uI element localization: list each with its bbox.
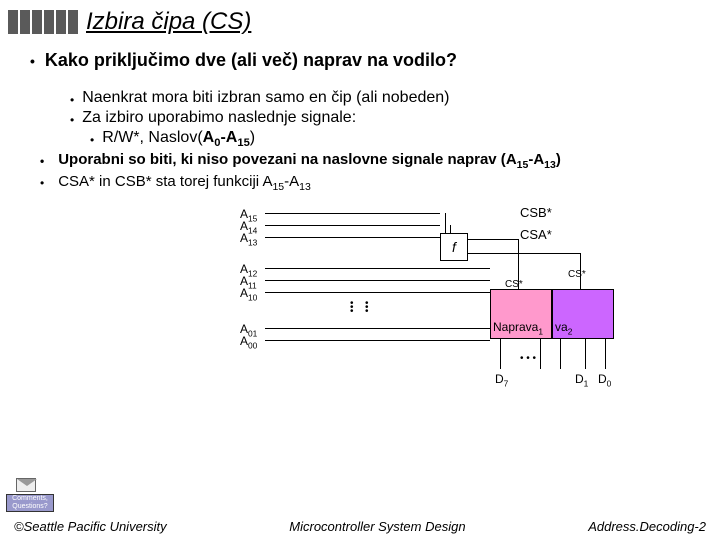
footer-left: ©Seattle Pacific University	[14, 519, 167, 534]
note-1: • Uporabni so biti, ki niso povezani na …	[40, 151, 700, 171]
note2-text: CSA* in CSB* sta torej funkciji A15-A13	[58, 173, 311, 193]
footer: ©Seattle Pacific University Microcontrol…	[0, 519, 720, 534]
sub-bullet-3: • R/W*, Naslov(A0-A15)	[90, 129, 700, 149]
d1: D1	[575, 372, 588, 388]
sub3-text: R/W*, Naslov(A0-A15)	[102, 129, 255, 149]
main-bullet: • Kako priključimo dve (ali več) naprav …	[30, 50, 700, 71]
main-bullet-text: Kako priključimo dve (ali več) naprav na…	[45, 50, 457, 71]
sub2-text: Za izbiro uporabimo naslednje signale:	[82, 109, 356, 127]
dots-d: • • •	[520, 357, 536, 361]
note1-text: Uporabni so biti, ki niso povezani na na…	[58, 151, 561, 171]
footer-center: Microcontroller System Design	[289, 519, 465, 534]
f-box: f	[440, 233, 468, 261]
note-2: • CSA* in CSB* sta torej funkciji A15-A1…	[40, 173, 700, 193]
comments-button[interactable]: Comments, Questions?	[6, 494, 54, 512]
header-decoration	[8, 10, 78, 34]
dots-2: •••	[365, 302, 369, 314]
d7: D7	[495, 372, 508, 388]
device-1: Naprava1	[490, 289, 552, 339]
mail-icon[interactable]	[16, 478, 36, 492]
footer-right: Address.Decoding-2	[588, 519, 706, 534]
cs-small-2: CS*	[568, 269, 586, 280]
d0: D0	[598, 372, 611, 388]
slide-title: Izbira čipa (CS)	[86, 8, 251, 36]
csa-label: CSA*	[520, 227, 552, 242]
dots-1: •••	[350, 302, 354, 314]
addr-a10: A10	[240, 286, 257, 302]
addr-a00: A00	[240, 334, 257, 350]
device-2: va2	[552, 289, 614, 339]
sub1-text: Naenkrat mora biti izbran samo en čip (a…	[82, 89, 449, 107]
diagram: A15 A14 A13 f CSB* CSA* A12 A11 A10 ••• …	[190, 207, 650, 407]
sub-bullet-2: • Za izbiro uporabimo naslednje signale:	[70, 109, 700, 127]
sub-bullet-1: • Naenkrat mora biti izbran samo en čip …	[70, 89, 700, 107]
addr-a13: A13	[240, 231, 257, 247]
csb-label: CSB*	[520, 205, 552, 220]
